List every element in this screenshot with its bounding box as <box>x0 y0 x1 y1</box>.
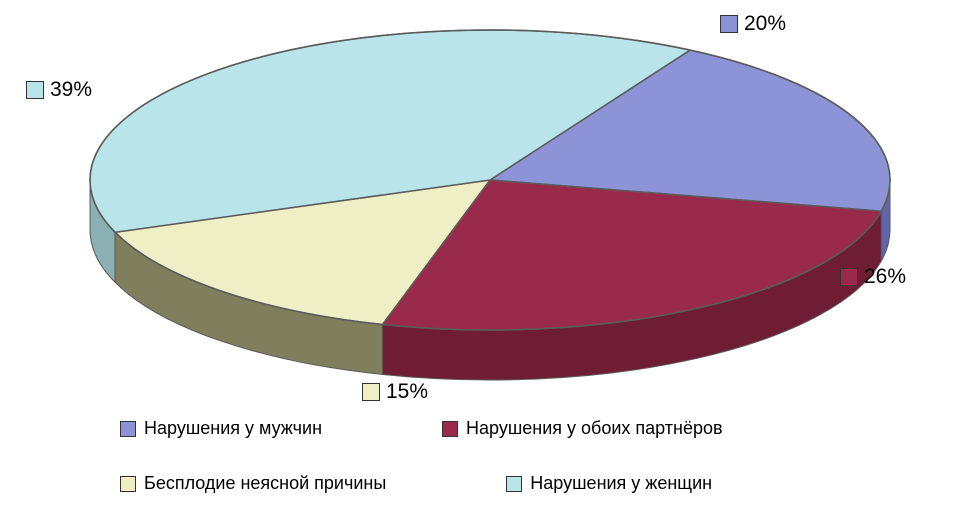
pie-chart-3d: 20% 26% 15% 39% Нарушения у мужчин Наруш… <box>0 0 966 532</box>
legend-text-men: Нарушения у мужчин <box>144 418 322 439</box>
swatch-women <box>26 81 44 99</box>
legend: Нарушения у мужчин Нарушения у обоих пар… <box>120 418 840 494</box>
legend-text-unclear: Бесплодие неясной причины <box>144 473 386 494</box>
pct-label-women: 39% <box>26 78 92 102</box>
swatch-both <box>840 268 858 286</box>
legend-text-both: Нарушения у обоих партнёров <box>466 418 723 439</box>
legend-text-women: Нарушения у женщин <box>530 473 712 494</box>
legend-item-women: Нарушения у женщин <box>506 473 712 494</box>
legend-swatch-unclear <box>120 476 136 492</box>
legend-item-both: Нарушения у обоих партнёров <box>442 418 723 439</box>
pct-label-men: 20% <box>720 12 786 36</box>
legend-item-unclear: Бесплодие неясной причины <box>120 473 386 494</box>
pct-label-unclear: 15% <box>362 380 428 404</box>
pct-text-unclear: 15% <box>386 380 428 404</box>
legend-swatch-men <box>120 421 136 437</box>
pct-label-both: 26% <box>840 265 906 289</box>
legend-swatch-women <box>506 476 522 492</box>
swatch-unclear <box>362 383 380 401</box>
pie-svg <box>0 0 966 410</box>
legend-item-men: Нарушения у мужчин <box>120 418 322 439</box>
legend-swatch-both <box>442 421 458 437</box>
pct-text-both: 26% <box>864 265 906 289</box>
pct-text-men: 20% <box>744 12 786 36</box>
swatch-men <box>720 15 738 33</box>
pct-text-women: 39% <box>50 78 92 102</box>
